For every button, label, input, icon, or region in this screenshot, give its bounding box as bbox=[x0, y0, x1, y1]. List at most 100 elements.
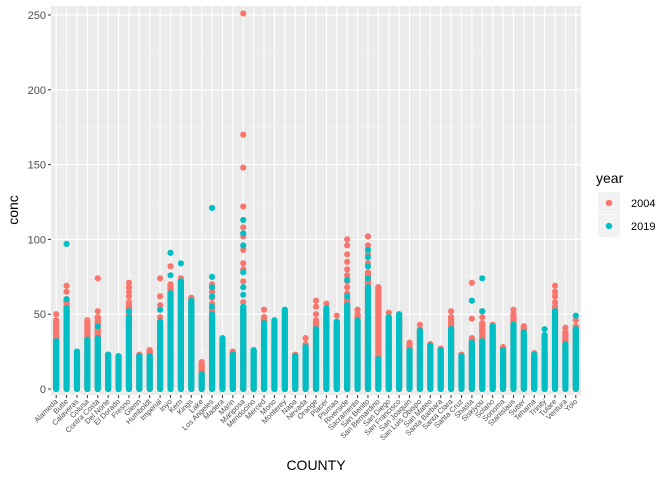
data-point bbox=[364, 233, 372, 240]
data-point bbox=[208, 204, 216, 212]
data-point bbox=[510, 306, 517, 313]
data-point bbox=[219, 335, 226, 342]
data-point bbox=[551, 288, 559, 295]
data-point bbox=[510, 311, 517, 318]
data-point bbox=[447, 308, 455, 315]
data-point bbox=[427, 342, 434, 349]
data-point bbox=[63, 305, 70, 312]
grid-layer bbox=[51, 6, 581, 395]
series-2019 bbox=[53, 204, 579, 393]
data-point bbox=[468, 335, 475, 342]
data-point bbox=[136, 353, 143, 360]
data-point bbox=[125, 308, 133, 315]
data-point bbox=[167, 281, 174, 288]
data-point bbox=[53, 338, 60, 345]
data-point bbox=[146, 347, 153, 354]
data-point bbox=[167, 249, 174, 256]
data-point bbox=[479, 275, 486, 282]
data-point bbox=[354, 311, 361, 318]
data-point bbox=[125, 288, 133, 295]
data-point bbox=[364, 275, 372, 282]
data-point bbox=[240, 242, 247, 249]
data-point bbox=[240, 216, 247, 224]
data-point bbox=[364, 263, 372, 270]
data-point bbox=[125, 299, 133, 306]
data-point bbox=[562, 329, 569, 336]
data-point bbox=[157, 293, 164, 300]
data-point bbox=[115, 353, 122, 360]
data-point bbox=[240, 299, 247, 306]
data-point bbox=[240, 230, 247, 237]
data-point bbox=[375, 284, 382, 291]
data-point bbox=[260, 320, 268, 327]
data-point bbox=[63, 240, 70, 247]
data-point bbox=[364, 269, 372, 276]
data-point bbox=[385, 314, 392, 321]
data-point bbox=[562, 324, 569, 331]
data-point bbox=[198, 370, 205, 378]
data-point bbox=[73, 348, 81, 355]
data-point bbox=[208, 303, 216, 310]
data-point bbox=[437, 347, 444, 354]
data-point bbox=[240, 260, 247, 267]
data-point bbox=[344, 284, 351, 291]
data-point bbox=[551, 303, 559, 310]
data-point bbox=[53, 320, 60, 327]
data-point bbox=[468, 339, 475, 346]
data-point bbox=[240, 131, 247, 138]
data-point bbox=[157, 306, 164, 313]
data-point bbox=[157, 314, 164, 321]
data-point bbox=[94, 335, 101, 342]
data-point bbox=[551, 282, 559, 289]
data-point bbox=[551, 299, 559, 306]
data-point bbox=[354, 306, 361, 313]
data-point bbox=[344, 242, 351, 249]
data-point bbox=[167, 290, 174, 297]
data-point bbox=[125, 279, 133, 286]
data-point bbox=[344, 276, 351, 283]
data-point bbox=[125, 284, 133, 291]
data-point bbox=[84, 336, 91, 343]
data-point bbox=[302, 344, 309, 351]
data-point bbox=[468, 297, 475, 304]
data-point bbox=[312, 303, 320, 310]
data-point bbox=[271, 317, 278, 324]
data-point bbox=[312, 317, 320, 324]
data-point bbox=[344, 236, 351, 243]
data-point bbox=[416, 327, 424, 334]
data-point bbox=[63, 282, 70, 289]
data-point bbox=[240, 278, 247, 285]
data-point bbox=[406, 339, 413, 346]
data-point bbox=[364, 246, 372, 253]
data-point bbox=[323, 300, 330, 307]
data-point bbox=[551, 293, 559, 300]
data-point bbox=[468, 279, 475, 286]
data-point bbox=[94, 323, 101, 330]
data-point bbox=[240, 10, 247, 17]
data-point bbox=[105, 351, 112, 358]
data-point bbox=[208, 288, 216, 295]
data-point bbox=[208, 273, 216, 280]
data-point bbox=[167, 272, 174, 279]
data-point bbox=[489, 323, 496, 330]
data-point bbox=[260, 314, 268, 321]
data-point bbox=[312, 326, 320, 333]
data-point bbox=[344, 258, 351, 265]
data-point bbox=[479, 320, 486, 327]
data-point bbox=[125, 293, 133, 300]
data-point bbox=[406, 347, 413, 354]
data-point bbox=[385, 309, 392, 316]
data-point bbox=[416, 321, 424, 328]
data-point bbox=[479, 308, 486, 315]
data-point bbox=[344, 293, 351, 300]
data-point bbox=[364, 242, 372, 249]
data-point bbox=[208, 311, 216, 318]
data-point bbox=[344, 251, 351, 258]
data-point bbox=[63, 288, 70, 295]
data-point bbox=[63, 296, 70, 303]
data-point bbox=[312, 311, 320, 318]
data-point bbox=[333, 312, 340, 319]
data-point bbox=[157, 275, 164, 282]
data-point bbox=[447, 314, 455, 321]
